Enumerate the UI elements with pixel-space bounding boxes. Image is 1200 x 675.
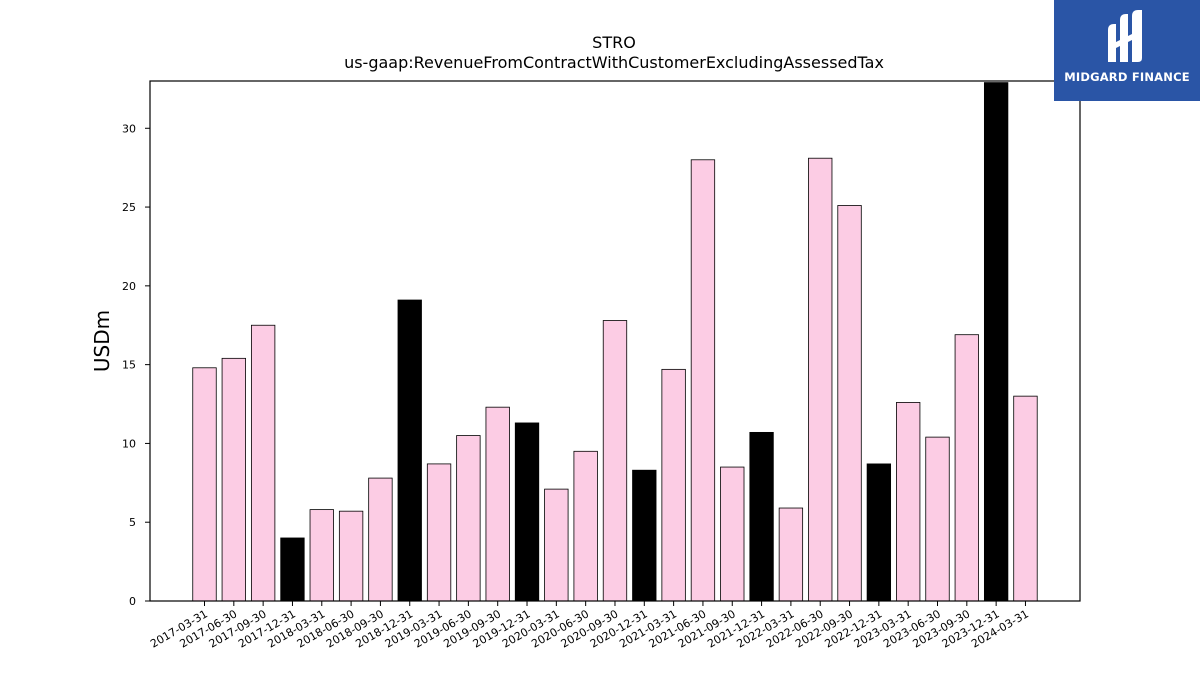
bar-2017-09-30 xyxy=(250,324,276,602)
bar-2019-12-31 xyxy=(514,422,540,602)
bar-2019-06-30 xyxy=(456,435,481,602)
midgard-m-logo-icon xyxy=(1108,10,1142,62)
y-tick-label: 0 xyxy=(129,595,136,608)
bar-2018-09-30 xyxy=(368,477,393,602)
bar-2023-03-31 xyxy=(896,402,921,602)
logo-text: MIDGARD FINANCE xyxy=(1064,70,1190,84)
bar-2020-06-30 xyxy=(573,450,598,602)
bar-2021-03-31 xyxy=(661,368,686,602)
chart-subtitle: us-gaap:RevenueFromContractWithCustomerE… xyxy=(344,53,884,72)
bar-2017-06-30 xyxy=(221,357,246,602)
bar-2021-09-30 xyxy=(720,466,745,602)
bar-2021-06-30 xyxy=(690,159,716,602)
bar-2024-03-31 xyxy=(1013,395,1038,602)
bar-2022-12-31 xyxy=(866,463,892,602)
y-tick-label: 30 xyxy=(122,122,136,135)
bar-2021-12-31 xyxy=(749,431,774,602)
bar-2023-09-30 xyxy=(954,334,979,602)
bar-2023-12-31 xyxy=(983,82,1009,602)
bar-2019-03-31 xyxy=(426,463,452,602)
midgard-finance-logo: MIDGARD FINANCE xyxy=(1054,0,1200,101)
bar-2020-03-31 xyxy=(544,488,569,602)
bar-2020-12-31 xyxy=(632,469,657,602)
y-tick-label: 5 xyxy=(129,516,136,529)
y-tick-label: 10 xyxy=(122,437,136,450)
bars-group xyxy=(192,82,1038,602)
bar-2022-09-30 xyxy=(837,205,862,602)
y-tick-label: 20 xyxy=(122,280,136,293)
plot-frame xyxy=(149,80,1081,602)
y-axis-label: USDm xyxy=(90,310,114,372)
bar-2022-06-30 xyxy=(808,157,833,602)
bar-2018-06-30 xyxy=(338,510,364,602)
y-tick-label: 25 xyxy=(122,201,136,214)
bar-2020-09-30 xyxy=(602,320,628,602)
bar-2017-03-31 xyxy=(192,367,217,602)
bar-2018-03-31 xyxy=(309,509,334,602)
y-tick-label: 15 xyxy=(122,359,136,372)
bar-2017-12-31 xyxy=(280,537,305,602)
chart-title: STRO xyxy=(592,33,636,52)
bar-2019-09-30 xyxy=(485,406,510,602)
y-axis-ticks: 0 5 10 15 20 25 30 xyxy=(122,122,150,608)
x-axis-ticks: 2017-03-312017-06-302017-09-302017-12-31… xyxy=(148,601,1031,651)
bar-2018-12-31 xyxy=(397,299,422,602)
bar-2023-06-30 xyxy=(925,436,950,602)
bar-2022-03-31 xyxy=(778,507,804,602)
